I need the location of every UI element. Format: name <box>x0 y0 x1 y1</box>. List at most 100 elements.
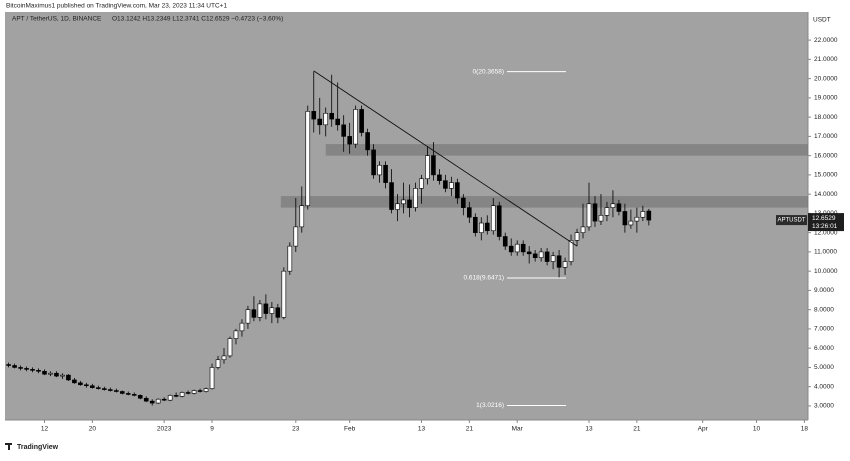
y-tick-label: 20.0000 <box>814 75 838 82</box>
candle-body <box>335 118 340 126</box>
candle-body <box>155 398 161 404</box>
candle-body <box>6 364 11 366</box>
y-tick-label: 9.0000 <box>814 287 834 294</box>
publisher: BitcoinMaximus1 published on TradingView… <box>6 3 227 10</box>
candle-body <box>628 220 634 226</box>
y-tick-label: 22.0000 <box>814 37 838 44</box>
candle-body <box>185 392 191 394</box>
candle-body <box>329 112 335 120</box>
candle-body <box>221 355 227 361</box>
candle-body <box>389 182 394 210</box>
price-tag-label: 12.6529 <box>812 215 836 222</box>
candle-body <box>592 203 598 222</box>
y-tick-label: 4.0000 <box>814 383 834 390</box>
candle-body <box>610 203 616 208</box>
candle-body <box>96 387 101 389</box>
candle-body <box>84 384 89 387</box>
candle-body <box>119 391 125 394</box>
candle-body <box>413 188 418 208</box>
candle-body <box>161 398 167 401</box>
candle-body <box>502 236 508 247</box>
candle-body <box>586 203 592 228</box>
y-tick-label: 5.0000 <box>814 364 834 371</box>
candle-body <box>137 395 143 399</box>
y-tick-label: 8.0000 <box>814 306 834 313</box>
candle-body <box>359 109 364 133</box>
x-tick-label: Mar <box>512 426 524 433</box>
candle-body <box>257 303 263 318</box>
candle-body <box>383 164 388 183</box>
x-tick-label: 18 <box>801 426 809 433</box>
y-tick-label: 14.0000 <box>814 191 838 198</box>
candle-body <box>449 182 454 189</box>
candle-body <box>113 390 119 392</box>
candle-body <box>72 379 77 384</box>
candle-body <box>484 222 490 232</box>
x-tick-label: 9 <box>210 426 214 433</box>
candle-body <box>275 307 281 318</box>
candle-body <box>108 389 113 391</box>
candle-body <box>233 330 239 339</box>
candle-body <box>167 395 173 401</box>
trendline <box>313 70 578 247</box>
symbol-title: APT / TetherUS, 1D, BINANCE <box>12 16 102 23</box>
candle-body <box>149 400 155 404</box>
x-tick-label: 2023 <box>157 426 172 433</box>
x-tick-label: 13 <box>418 426 426 433</box>
x-tick-label: 23 <box>292 426 300 433</box>
candle-body <box>125 393 131 395</box>
candle-body <box>269 307 275 314</box>
currency: USDT <box>813 17 831 24</box>
candle-body <box>245 309 251 324</box>
y-tick-label: 21.0000 <box>814 56 838 63</box>
candle-body <box>66 374 71 381</box>
candle-body <box>42 370 47 375</box>
candle-body <box>323 112 329 126</box>
candle-body <box>18 367 23 369</box>
candle-body <box>556 255 562 268</box>
candle-body <box>263 303 269 314</box>
candle-body <box>520 243 526 253</box>
candle-body <box>251 309 257 318</box>
candle-body <box>281 270 287 318</box>
candle-body <box>311 111 317 120</box>
candle-body <box>478 222 484 233</box>
symbol-tag <box>776 215 807 226</box>
plot-area <box>5 12 808 420</box>
candle-body <box>538 251 544 258</box>
candle-body <box>574 232 580 241</box>
candle-body <box>239 322 245 332</box>
candle-body <box>604 207 610 216</box>
candle-body <box>191 390 197 394</box>
candle-body <box>395 203 400 210</box>
candle-body <box>371 149 376 176</box>
candle-body <box>407 199 412 208</box>
y-tick-label: 16.0000 <box>814 152 838 159</box>
candle-body <box>90 385 95 388</box>
candle-body <box>508 245 514 253</box>
candle-body <box>419 178 424 189</box>
candle-body <box>341 124 346 137</box>
candle-body <box>197 390 203 392</box>
candle-body <box>473 216 478 233</box>
resistance-zone <box>325 144 808 156</box>
candle-body <box>215 359 221 368</box>
ohlc-label: O13.1242 H13.2349 L12.3741 C12.6529 −0.4… <box>112 16 283 23</box>
candle-body <box>496 205 502 237</box>
candle-body <box>580 226 586 233</box>
x-tick-label: 12 <box>41 426 49 433</box>
brand-logo <box>5 443 12 450</box>
candle-body <box>514 243 520 253</box>
candle-body <box>455 182 460 199</box>
brand: TradingView <box>17 444 59 451</box>
fib-label: 1(3.0216) <box>476 402 504 409</box>
candle-body <box>173 395 179 397</box>
candle-body <box>78 382 83 386</box>
x-tick-label: 10 <box>753 426 761 433</box>
resistance-zone <box>280 196 809 208</box>
candle-body <box>209 367 215 389</box>
x-tick-label: 13 <box>585 426 593 433</box>
fib-label: 0(20.3658) <box>473 68 504 75</box>
